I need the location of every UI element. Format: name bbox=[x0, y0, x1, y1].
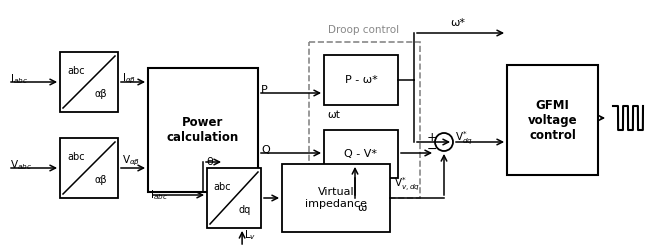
Text: abc: abc bbox=[67, 152, 85, 162]
Bar bbox=[148, 68, 258, 192]
Text: abc: abc bbox=[213, 182, 231, 192]
Text: I$_{abc}$: I$_{abc}$ bbox=[150, 188, 168, 202]
Text: GFMI
voltage
control: GFMI voltage control bbox=[528, 99, 578, 142]
Bar bbox=[324, 130, 398, 178]
Text: V$_{\alpha\beta}$: V$_{\alpha\beta}$ bbox=[122, 154, 140, 168]
Text: I$_{abc}$: I$_{abc}$ bbox=[10, 72, 28, 86]
Text: Virtual
impedance: Virtual impedance bbox=[305, 187, 367, 209]
Text: Q: Q bbox=[261, 145, 270, 155]
Bar bbox=[282, 164, 390, 232]
Text: V$^{*}_{dq}$: V$^{*}_{dq}$ bbox=[455, 129, 473, 147]
Text: Q - V*: Q - V* bbox=[344, 149, 377, 159]
Text: θ: θ bbox=[206, 157, 213, 167]
Bar bbox=[309, 42, 420, 198]
Bar bbox=[324, 55, 398, 105]
Text: −: − bbox=[427, 143, 437, 156]
Text: P: P bbox=[261, 85, 267, 95]
Bar bbox=[207, 168, 261, 228]
Bar bbox=[60, 138, 118, 198]
Text: V$^{*}_{v,dq}$: V$^{*}_{v,dq}$ bbox=[394, 176, 420, 193]
Bar bbox=[60, 52, 118, 112]
Bar bbox=[507, 65, 598, 175]
Text: dq: dq bbox=[238, 205, 251, 215]
Text: Power
calculation: Power calculation bbox=[167, 116, 239, 144]
Text: L$_v$: L$_v$ bbox=[244, 228, 256, 242]
Text: V$_{abc}$: V$_{abc}$ bbox=[10, 158, 32, 172]
Text: ωt: ωt bbox=[327, 110, 340, 120]
Text: P - ω*: P - ω* bbox=[344, 75, 377, 85]
Circle shape bbox=[435, 133, 453, 151]
Text: αβ: αβ bbox=[94, 89, 107, 99]
Text: abc: abc bbox=[67, 66, 85, 76]
Text: ω*: ω* bbox=[450, 18, 465, 28]
Text: Droop control: Droop control bbox=[328, 25, 400, 35]
Text: I$_{\alpha\beta}$: I$_{\alpha\beta}$ bbox=[122, 72, 136, 86]
Text: ω: ω bbox=[357, 203, 366, 213]
Text: +: + bbox=[427, 130, 437, 144]
Text: αβ: αβ bbox=[94, 175, 107, 185]
